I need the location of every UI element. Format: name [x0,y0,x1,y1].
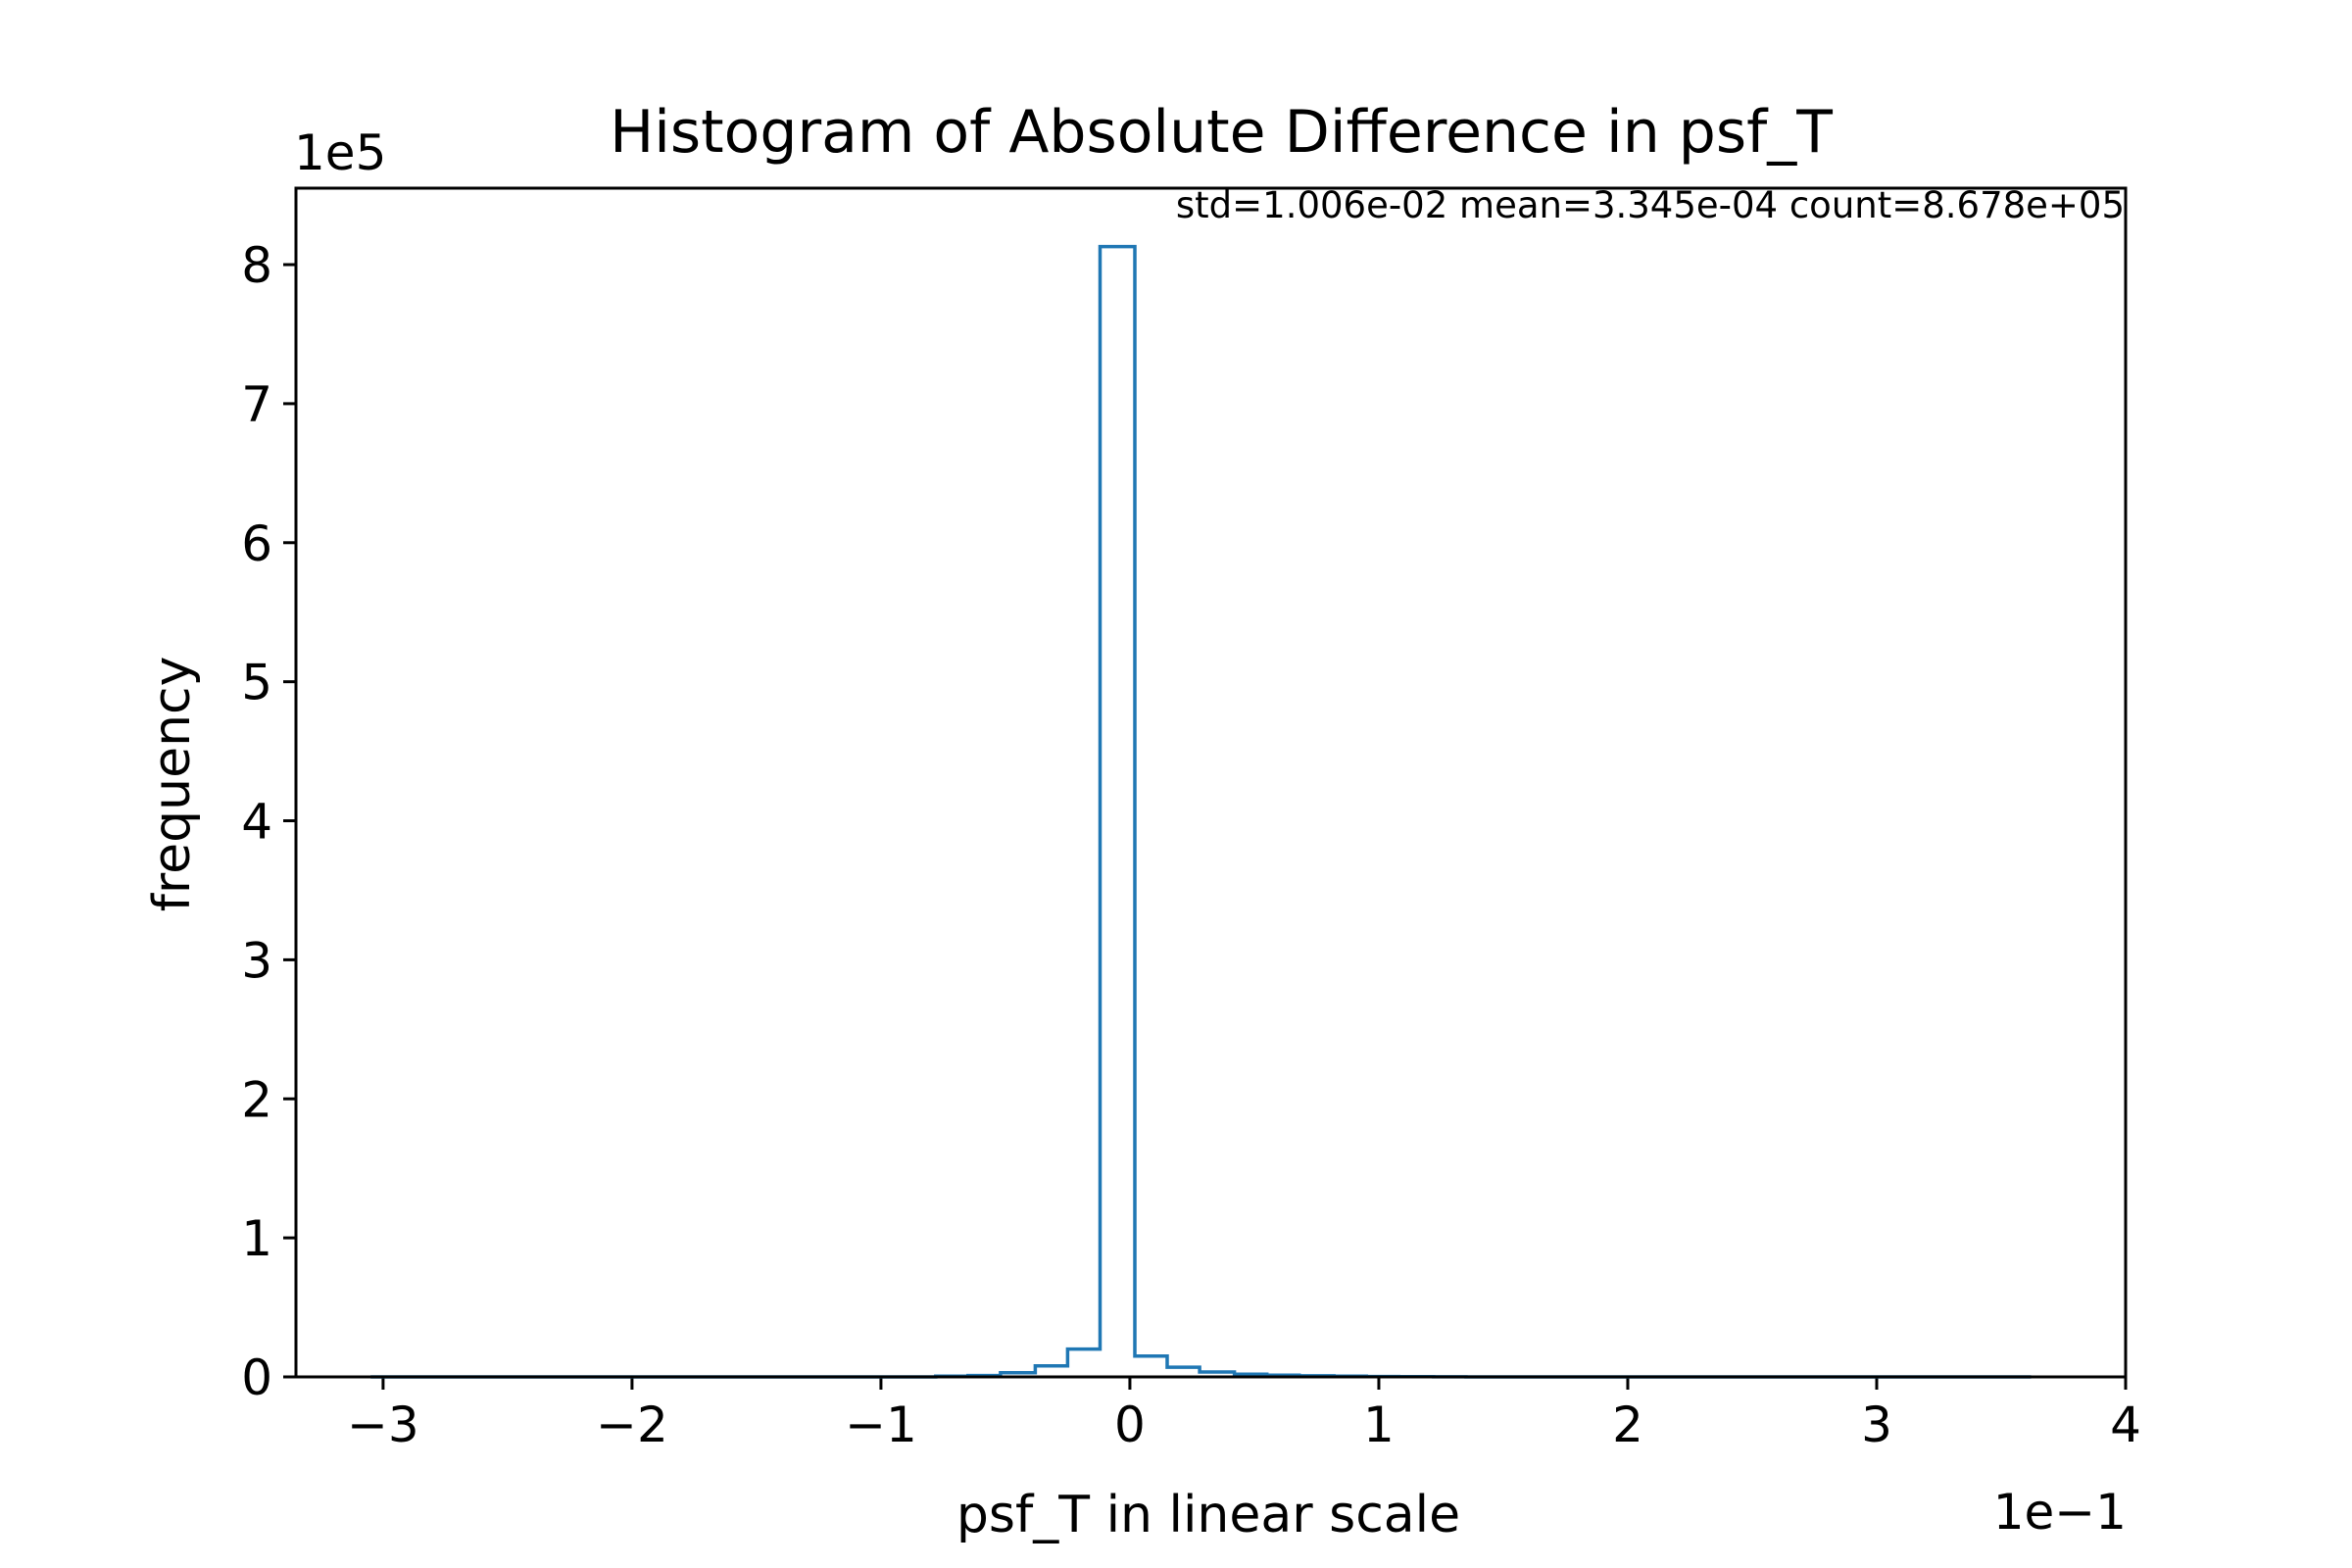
y-tick-label: 1 [241,1210,272,1267]
y-tick-label: 2 [241,1071,272,1128]
y-tick-label: 8 [241,237,272,294]
x-axis-ticks: −3 −2 −1 0 1 2 3 4 [347,1377,2141,1453]
x-axis-label: psf_T in linear scale [956,1486,1460,1544]
x-tick-label: 0 [1114,1396,1146,1453]
x-tick-label: −2 [596,1396,668,1453]
y-axis-ticks: 0 1 2 3 4 5 6 7 8 [241,237,296,1406]
y-tick-label: 6 [241,515,272,572]
x-tick-label: 3 [1861,1396,1892,1453]
y-axis-offset-text: 1e5 [294,124,386,181]
y-axis-label: frequency [143,657,202,912]
x-tick-label: −1 [845,1396,917,1453]
y-tick-label: 5 [241,655,272,711]
chart-title: Histogram of Absolute Difference in psf_… [610,98,1833,167]
x-tick-label: 4 [2110,1396,2141,1453]
y-tick-label: 3 [241,932,272,989]
y-tick-label: 7 [241,376,272,433]
x-tick-label: −3 [347,1396,419,1453]
y-tick-label: 4 [241,794,272,851]
y-tick-label: 0 [241,1349,272,1406]
x-axis-offset-text: 1e−1 [1993,1484,2127,1541]
x-tick-label: 1 [1363,1396,1395,1453]
x-tick-label: 2 [1612,1396,1643,1453]
plot-area-frame [294,186,2128,1379]
stats-annotation: std=1.006e-02 mean=3.345e-04 count=8.678… [1176,184,2125,226]
